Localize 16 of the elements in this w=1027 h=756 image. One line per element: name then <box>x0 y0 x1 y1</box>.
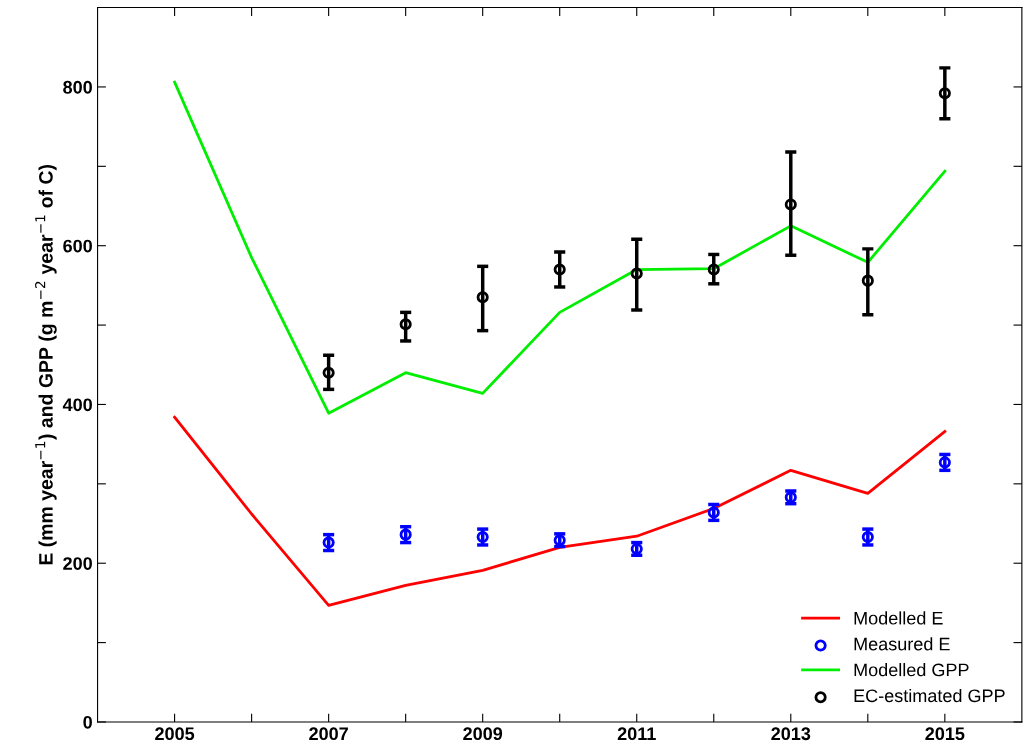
y-tick-label: 400 <box>62 398 92 412</box>
y-tick-label: 800 <box>63 80 92 94</box>
x-tick-label: 2013 <box>771 727 811 741</box>
legend-label: Measured E <box>854 637 950 651</box>
y-axis-title: E (mm year$^{−1}$) and GPP (g m$^{−2}$ year$^{−1}$ of C) <box>35 164 57 565</box>
legend-label: Modelled GPP <box>854 663 969 677</box>
legend-label: Modelled E <box>854 611 943 625</box>
x-tick-label: 2005 <box>155 727 195 741</box>
x-tick-label: 2009 <box>463 727 503 741</box>
y-tick-label: 0 <box>83 715 92 729</box>
y-tick-label: 600 <box>63 239 92 253</box>
x-tick-label: 2007 <box>309 727 348 741</box>
x-tick-label: 2015 <box>925 727 965 741</box>
y-tick-label: 200 <box>63 557 92 570</box>
x-tick-label: 2011 <box>617 727 656 741</box>
legend-label: EC-estimated GPP <box>854 688 1005 703</box>
